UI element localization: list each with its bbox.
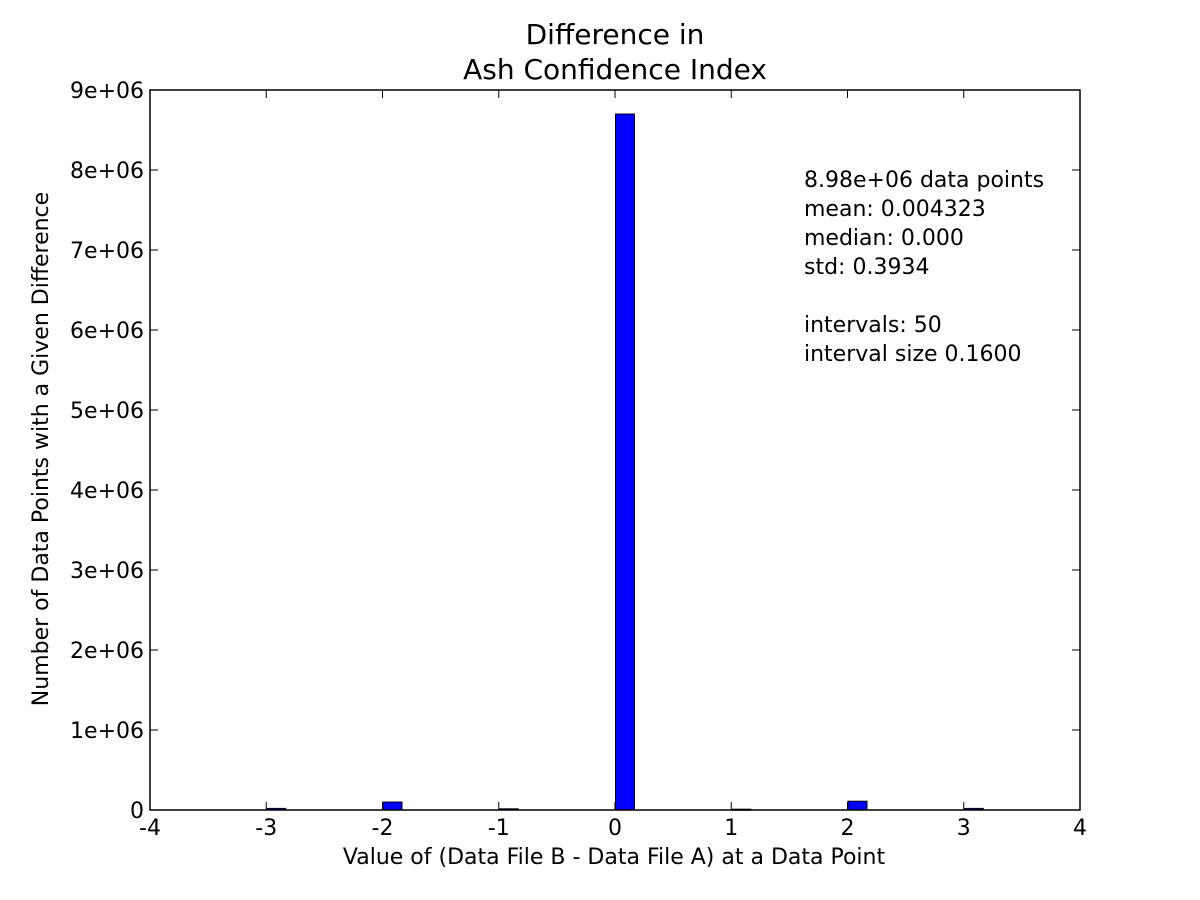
x-tick-label: 4: [1073, 816, 1087, 841]
chart-title-line: Difference in: [526, 18, 705, 51]
x-tick-label: -3: [255, 816, 277, 841]
y-axis-ticks: 0 1e+06 2e+06 3e+06 4e+06 5e+06 6e+06 7e+06 8e+0…: [70, 79, 1080, 824]
histogram-bar: [847, 800, 868, 811]
x-axis-label: Value of (Data File B - Data File A) at …: [343, 845, 886, 870]
stats-line: intervals: 50: [804, 313, 942, 338]
x-tick-label: -2: [372, 816, 394, 841]
stats-line: 8.98e+06 data points: [804, 168, 1044, 193]
histogram-bar: [615, 113, 635, 811]
y-axis-label: Number of Data Points with a Given Diffe…: [29, 192, 54, 706]
y-tick-label: 1e+06: [70, 719, 144, 744]
x-tick-label: 3: [957, 816, 971, 841]
y-tick-label: 8e+06: [70, 159, 144, 184]
y-tick-label: 4e+06: [70, 479, 144, 504]
y-tick-label: 7e+06: [70, 239, 144, 264]
y-tick-label: 2e+06: [70, 639, 144, 664]
y-tick-label: 0: [130, 799, 144, 824]
histogram-bar: [382, 801, 403, 811]
stats-line: interval size 0.1600: [804, 342, 1022, 367]
y-tick-label: 9e+06: [70, 79, 144, 104]
stats-line: std: 0.3934: [804, 255, 929, 280]
y-tick-label: 5e+06: [70, 399, 144, 424]
x-tick-label: 0: [608, 816, 622, 841]
stats-line: mean: 0.004323: [804, 197, 986, 222]
x-tick-label: -1: [488, 816, 510, 841]
stats-line: median: 0.000: [804, 226, 964, 251]
x-tick-label: -4: [139, 816, 161, 841]
x-tick-label: 1: [724, 816, 738, 841]
y-tick-label: 6e+06: [70, 319, 144, 344]
x-tick-label: 2: [841, 816, 855, 841]
stats-annotation: 8.98e+06 data points mean: 0.004323 median…: [804, 168, 1044, 367]
x-axis-ticks: -4 -3 -2 -1 0 1 2 3 4: [139, 90, 1087, 841]
chart-title-line: Ash Confidence Index: [463, 53, 767, 86]
y-tick-label: 3e+06: [70, 559, 144, 584]
